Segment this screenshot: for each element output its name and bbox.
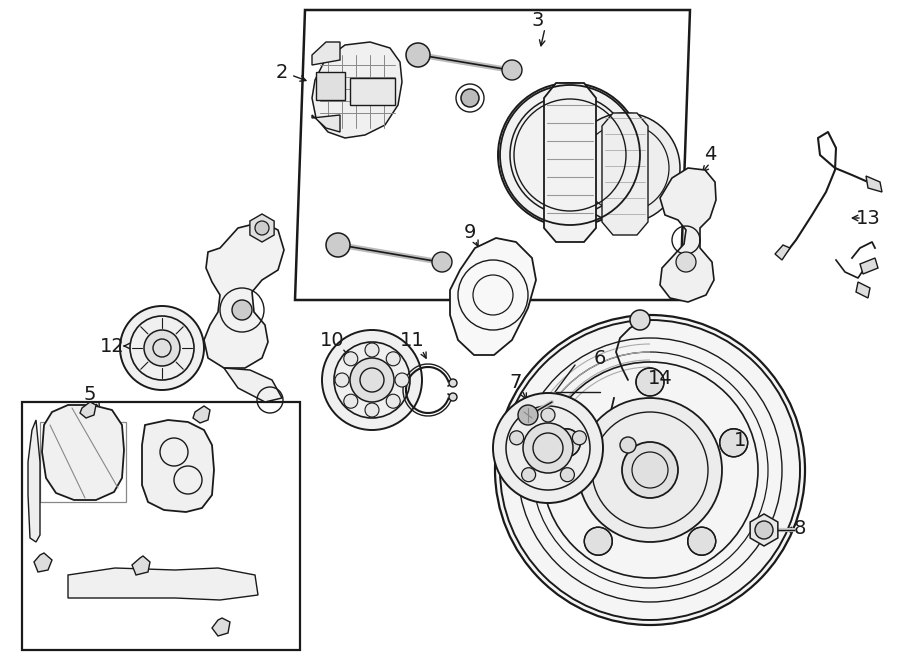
Polygon shape — [80, 402, 96, 418]
Polygon shape — [132, 556, 150, 575]
Circle shape — [365, 343, 379, 357]
Circle shape — [688, 527, 716, 555]
Text: 7: 7 — [509, 373, 522, 391]
Text: 5: 5 — [84, 385, 96, 405]
Polygon shape — [775, 245, 790, 260]
Text: 13: 13 — [856, 208, 880, 227]
Circle shape — [572, 431, 587, 445]
Text: 1: 1 — [734, 430, 746, 449]
Polygon shape — [602, 113, 648, 235]
Circle shape — [120, 306, 204, 390]
Polygon shape — [866, 176, 882, 192]
Polygon shape — [856, 282, 870, 298]
Circle shape — [365, 403, 379, 417]
Text: 8: 8 — [794, 518, 806, 537]
Circle shape — [395, 373, 409, 387]
Circle shape — [570, 113, 680, 223]
Circle shape — [676, 252, 696, 272]
Circle shape — [578, 398, 722, 542]
Text: 11: 11 — [400, 330, 425, 350]
Circle shape — [518, 405, 538, 425]
Polygon shape — [750, 514, 778, 546]
Text: 4: 4 — [704, 145, 716, 165]
Circle shape — [255, 221, 269, 235]
Bar — [22, 402, 300, 650]
Polygon shape — [316, 72, 345, 100]
Text: 2: 2 — [275, 63, 288, 81]
Polygon shape — [42, 405, 124, 500]
Circle shape — [498, 83, 642, 227]
Circle shape — [406, 43, 430, 67]
Circle shape — [232, 300, 252, 320]
Circle shape — [344, 352, 358, 366]
Polygon shape — [295, 10, 690, 300]
Circle shape — [584, 527, 612, 555]
Circle shape — [522, 468, 536, 482]
Polygon shape — [212, 618, 230, 636]
Polygon shape — [450, 238, 536, 355]
Polygon shape — [312, 42, 340, 65]
Polygon shape — [860, 258, 878, 274]
Polygon shape — [312, 42, 402, 138]
Circle shape — [461, 89, 479, 107]
Circle shape — [620, 437, 636, 453]
Circle shape — [523, 423, 573, 473]
Polygon shape — [224, 368, 282, 402]
Polygon shape — [28, 420, 40, 542]
Text: 14: 14 — [648, 368, 672, 387]
Text: 3: 3 — [532, 11, 544, 30]
Circle shape — [541, 408, 555, 422]
Polygon shape — [250, 214, 274, 242]
Circle shape — [495, 315, 805, 625]
Circle shape — [322, 330, 422, 430]
Text: 9: 9 — [464, 223, 476, 241]
Circle shape — [386, 394, 400, 408]
Circle shape — [493, 393, 603, 503]
Circle shape — [553, 429, 580, 457]
Circle shape — [335, 373, 349, 387]
Circle shape — [344, 394, 358, 408]
Polygon shape — [204, 222, 284, 368]
Polygon shape — [312, 115, 340, 132]
Circle shape — [326, 233, 350, 257]
Circle shape — [622, 442, 678, 498]
Circle shape — [509, 431, 524, 445]
Circle shape — [144, 330, 180, 366]
Polygon shape — [68, 568, 258, 600]
Circle shape — [386, 352, 400, 366]
Polygon shape — [193, 406, 210, 423]
Circle shape — [350, 358, 394, 402]
Circle shape — [449, 393, 457, 401]
Circle shape — [502, 60, 522, 80]
Text: 10: 10 — [320, 330, 345, 350]
Circle shape — [720, 429, 748, 457]
Text: 6: 6 — [594, 348, 607, 368]
Circle shape — [755, 521, 773, 539]
Text: 12: 12 — [100, 336, 124, 356]
Polygon shape — [350, 78, 395, 105]
Circle shape — [561, 468, 574, 482]
Polygon shape — [544, 83, 596, 242]
Circle shape — [636, 368, 664, 396]
Polygon shape — [660, 168, 716, 302]
Circle shape — [630, 310, 650, 330]
Polygon shape — [34, 553, 52, 572]
Polygon shape — [142, 420, 214, 512]
Circle shape — [432, 252, 452, 272]
Circle shape — [449, 379, 457, 387]
